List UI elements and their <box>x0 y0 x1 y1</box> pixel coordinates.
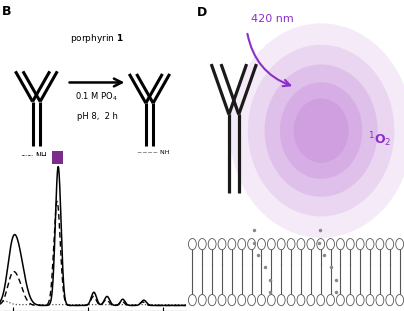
Circle shape <box>366 239 374 250</box>
Text: porphyrin $\mathbf{1}$: porphyrin $\mathbf{1}$ <box>70 32 124 45</box>
Circle shape <box>238 239 246 250</box>
Circle shape <box>267 295 275 306</box>
Circle shape <box>277 239 285 250</box>
Circle shape <box>326 295 335 306</box>
Circle shape <box>376 239 384 250</box>
Text: B: B <box>2 5 12 18</box>
Circle shape <box>356 239 364 250</box>
Circle shape <box>356 295 364 306</box>
Circle shape <box>297 239 305 250</box>
Circle shape <box>218 295 226 306</box>
Circle shape <box>396 295 404 306</box>
Ellipse shape <box>265 64 378 197</box>
Circle shape <box>307 239 315 250</box>
Circle shape <box>257 239 265 250</box>
Circle shape <box>208 295 216 306</box>
Text: 0.1 M PO$_4$: 0.1 M PO$_4$ <box>76 91 118 103</box>
Circle shape <box>317 239 324 250</box>
Ellipse shape <box>280 82 362 179</box>
Circle shape <box>248 295 255 306</box>
Circle shape <box>228 239 236 250</box>
Circle shape <box>396 239 404 250</box>
Circle shape <box>366 295 374 306</box>
Circle shape <box>287 295 295 306</box>
Circle shape <box>386 239 393 250</box>
Circle shape <box>218 239 226 250</box>
Circle shape <box>208 239 216 250</box>
Circle shape <box>297 295 305 306</box>
Circle shape <box>386 295 393 306</box>
Text: ~~ NH$_2$: ~~ NH$_2$ <box>20 151 51 163</box>
Bar <box>52 151 63 164</box>
Text: pH 8,  2 h: pH 8, 2 h <box>76 112 118 121</box>
Text: D: D <box>197 6 207 19</box>
Text: 420 nm: 420 nm <box>251 14 294 24</box>
Circle shape <box>326 239 335 250</box>
Text: ~~~~ NH: ~~~~ NH <box>137 151 170 156</box>
Circle shape <box>287 239 295 250</box>
Text: $^1$O$_2$: $^1$O$_2$ <box>368 131 391 149</box>
Circle shape <box>188 295 196 306</box>
Circle shape <box>198 239 206 250</box>
Circle shape <box>248 239 255 250</box>
Circle shape <box>376 295 384 306</box>
Circle shape <box>307 295 315 306</box>
Circle shape <box>257 295 265 306</box>
Ellipse shape <box>229 23 404 238</box>
Ellipse shape <box>248 45 394 216</box>
Circle shape <box>267 239 275 250</box>
Circle shape <box>337 295 344 306</box>
Circle shape <box>337 239 344 250</box>
Circle shape <box>238 295 246 306</box>
Circle shape <box>346 239 354 250</box>
Circle shape <box>198 295 206 306</box>
Ellipse shape <box>294 98 349 163</box>
Circle shape <box>228 295 236 306</box>
Circle shape <box>277 295 285 306</box>
Circle shape <box>346 295 354 306</box>
Circle shape <box>317 295 324 306</box>
Circle shape <box>188 239 196 250</box>
